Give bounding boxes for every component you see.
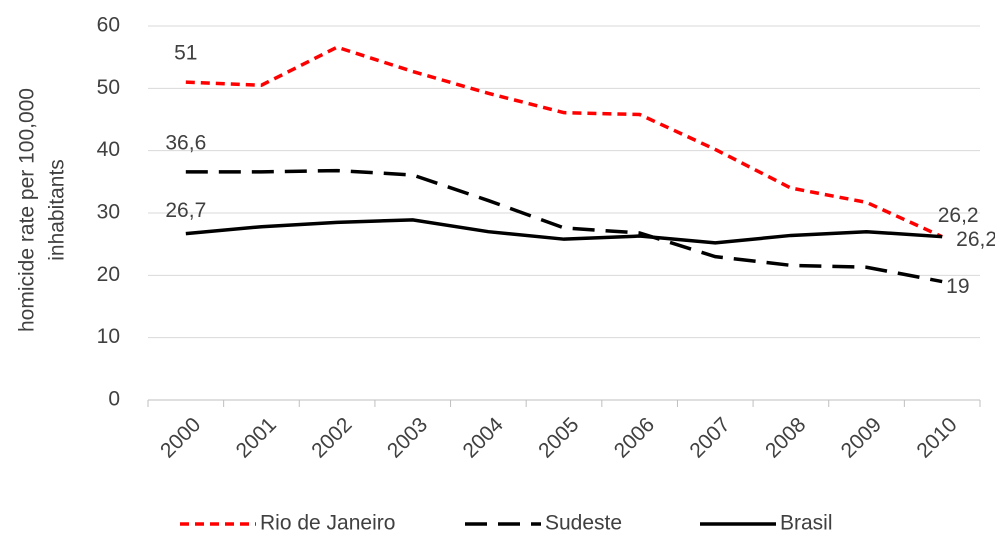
legend-label: Sudeste xyxy=(545,512,622,535)
y-tick-label: 10 xyxy=(97,325,120,348)
x-tick-label: 2009 xyxy=(837,413,886,462)
y-tick-label: 20 xyxy=(97,263,120,286)
series-line xyxy=(185,168,943,284)
series-line xyxy=(185,45,943,239)
legend-label: Brasil xyxy=(780,512,833,535)
y-tick-label: 40 xyxy=(97,138,120,161)
x-tick-label: 2005 xyxy=(534,413,583,462)
x-tick-label: 2007 xyxy=(685,413,734,462)
x-tick-label: 2008 xyxy=(761,413,810,462)
y-tick-label: 30 xyxy=(97,201,120,224)
x-tick-label: 2000 xyxy=(156,413,205,462)
y-tick-label: 50 xyxy=(97,76,120,99)
series-line xyxy=(185,218,943,245)
data-label: 51 xyxy=(174,42,197,65)
data-label: 26,2 xyxy=(956,228,995,251)
x-tick-label: 2003 xyxy=(383,413,432,462)
y-tick-label: 0 xyxy=(108,388,120,411)
x-tick-label: 2002 xyxy=(307,413,356,462)
y-axis-label: homicide rate per 100,000 xyxy=(16,88,39,332)
x-tick-label: 2010 xyxy=(912,413,961,462)
legend-label: Rio de Janeiro xyxy=(260,512,395,535)
y-tick-label: 60 xyxy=(97,14,120,37)
x-tick-label: 2004 xyxy=(459,413,509,463)
x-tick-label: 2006 xyxy=(610,413,659,462)
x-tick-label: 2001 xyxy=(232,413,281,462)
data-label: 36,6 xyxy=(165,131,206,154)
y-axis-label: inhabitants xyxy=(46,159,69,261)
data-label: 26,2 xyxy=(938,204,979,227)
data-label: 19 xyxy=(946,275,969,298)
data-label: 26,7 xyxy=(165,199,206,222)
